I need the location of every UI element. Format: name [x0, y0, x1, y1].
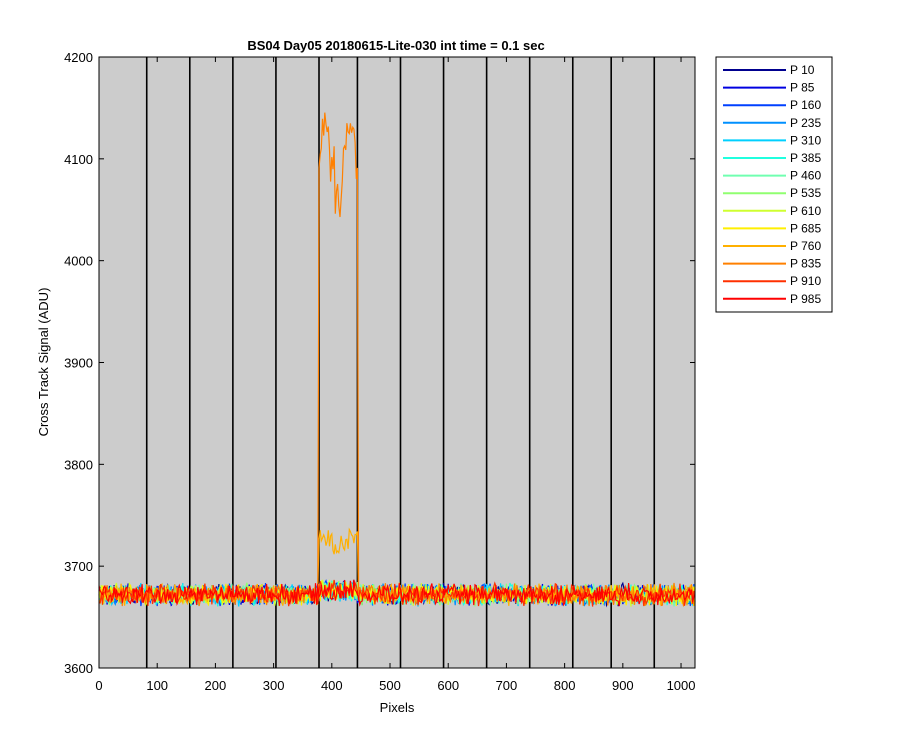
x-tick-label: 900 [612, 678, 634, 693]
legend-label: P 610 [790, 204, 821, 218]
x-tick-label: 300 [263, 678, 285, 693]
x-tick-label: 800 [554, 678, 576, 693]
legend-label: P 985 [790, 292, 821, 306]
legend: P 10 P 85 P 160 P 235 P 310 P 385 P 460 P 535 P … [715, 56, 833, 313]
x-axis: 0 100 200 300 400 500 600 700 800 900 1000 [95, 57, 695, 693]
x-tick-label: 0 [95, 678, 102, 693]
chart-title: BS04 Day05 20180615-Lite-030 int time = … [247, 38, 544, 53]
legend-label: P 460 [790, 169, 821, 183]
legend-label: P 535 [790, 186, 821, 200]
y-axis-label: Cross Track Signal (ADU) [36, 288, 51, 437]
legend-label: P 910 [790, 274, 821, 288]
x-tick-label: 200 [205, 678, 227, 693]
legend-label: P 835 [790, 257, 821, 271]
legend-label: P 85 [790, 81, 815, 95]
x-tick-label: 400 [321, 678, 343, 693]
legend-label: P 10 [790, 63, 815, 77]
legend-label: P 760 [790, 239, 821, 253]
y-tick-label: 3800 [64, 457, 93, 472]
x-tick-label: 700 [496, 678, 518, 693]
legend-box [715, 56, 833, 313]
x-tick-label: 100 [146, 678, 168, 693]
series-line-p-985 [98, 579, 696, 607]
x-tick-label: 600 [437, 678, 459, 693]
x-tick-label: 1000 [667, 678, 696, 693]
y-tick-label: 4000 [64, 254, 93, 269]
y-tick-label: 3700 [64, 559, 93, 574]
legend-label: P 685 [790, 221, 821, 235]
x-tick-label: 500 [379, 678, 401, 693]
y-axis: 3600 3700 3800 3900 4000 4100 4200 [64, 50, 695, 676]
plot-area [99, 57, 695, 668]
x-axis-label: Pixels [380, 700, 415, 715]
legend-label: P 310 [790, 133, 821, 147]
series-group [98, 112, 696, 608]
legend-label: P 160 [790, 98, 821, 112]
legend-label: P 235 [790, 116, 821, 130]
legend-label: P 385 [790, 151, 821, 165]
y-tick-label: 3900 [64, 356, 93, 371]
y-tick-label: 4200 [64, 50, 93, 65]
y-tick-label: 4100 [64, 152, 93, 167]
y-tick-label: 3600 [64, 661, 93, 676]
